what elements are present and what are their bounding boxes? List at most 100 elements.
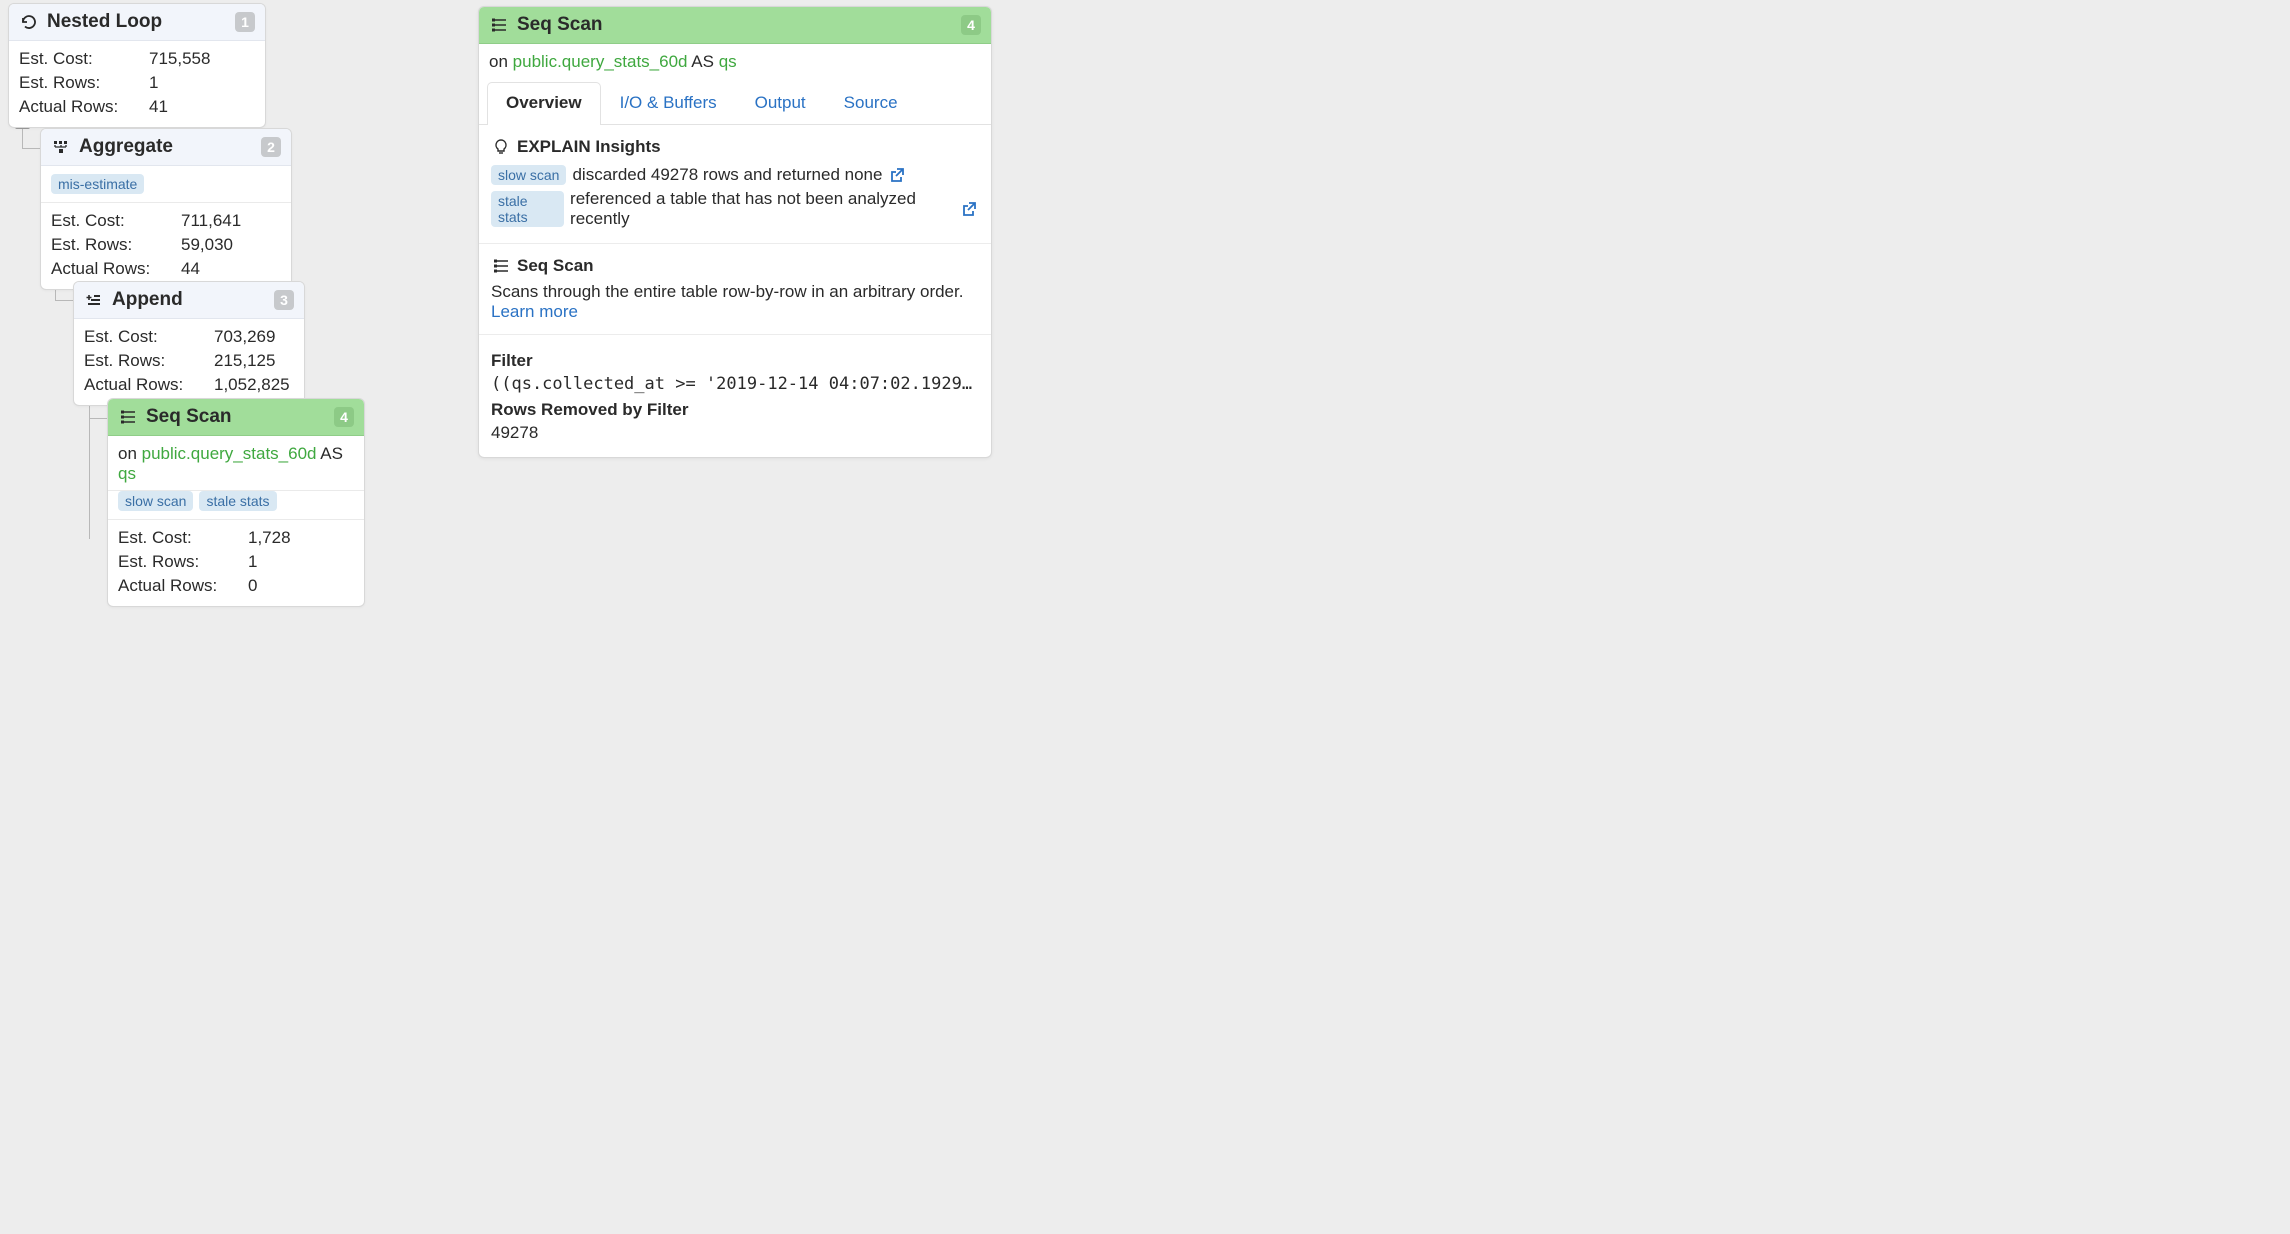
- stat-value: 215,125: [214, 351, 275, 371]
- stat-row: Actual Rows:0: [118, 574, 354, 598]
- insights-section: EXPLAIN Insights slow scan discarded 492…: [479, 125, 991, 244]
- stat-row: Est. Cost:715,558: [19, 47, 255, 71]
- tree-connector: [22, 148, 40, 149]
- stat-label: Est. Rows:: [84, 351, 214, 371]
- tab-source[interactable]: Source: [825, 82, 917, 125]
- insight-tag[interactable]: stale stats: [491, 191, 564, 227]
- stat-value: 715,558: [149, 49, 210, 69]
- insight-line: stale stats referenced a table that has …: [491, 187, 979, 231]
- insight-tag[interactable]: slow scan: [491, 165, 566, 185]
- node-stats: Est. Cost:715,558Est. Rows:1Actual Rows:…: [9, 41, 265, 127]
- stat-label: Est. Rows:: [19, 73, 149, 93]
- detail-tabs: OverviewI/O & BuffersOutputSource: [479, 82, 991, 125]
- insight-text: discarded 49278 rows and returned none: [572, 165, 882, 185]
- stat-value: 59,030: [181, 235, 233, 255]
- stat-value: 0: [248, 576, 257, 596]
- stat-value: 41: [149, 97, 168, 117]
- loop-icon: [19, 12, 39, 32]
- stat-value: 1,728: [248, 528, 291, 548]
- stat-value: 1,052,825: [214, 375, 290, 395]
- stat-label: Actual Rows:: [118, 576, 248, 596]
- stat-label: Est. Rows:: [51, 235, 181, 255]
- node-header: Nested Loop 1: [9, 4, 265, 41]
- stat-row: Actual Rows:41: [19, 95, 255, 119]
- tab-output[interactable]: Output: [736, 82, 825, 125]
- node-tags: mis-estimate: [41, 174, 291, 202]
- operation-heading: Seq Scan: [491, 256, 979, 276]
- insight-line: slow scan discarded 49278 rows and retur…: [491, 163, 979, 187]
- node-number: 1: [235, 12, 255, 32]
- node-title: Aggregate: [79, 136, 253, 158]
- field-label: Filter: [491, 351, 979, 371]
- bulb-icon: [491, 137, 511, 157]
- insights-heading: EXPLAIN Insights: [491, 137, 979, 157]
- external-link-icon[interactable]: [960, 199, 979, 219]
- stat-label: Est. Cost:: [19, 49, 149, 69]
- relation-name[interactable]: public.query_stats_60d: [513, 52, 688, 71]
- plan-node[interactable]: Seq Scan4on public.query_stats_60d AS qs…: [107, 398, 365, 607]
- node-tags: slow scan stale stats: [108, 491, 364, 519]
- insight-tag[interactable]: stale stats: [199, 491, 276, 511]
- tree-connector: [55, 300, 73, 301]
- stat-label: Est. Cost:: [118, 528, 248, 548]
- seqscan-icon: [489, 15, 509, 35]
- stat-value: 44: [181, 259, 200, 279]
- plan-node[interactable]: Aggregate 2 mis-estimate Est. Cost:711,641E…: [40, 128, 292, 290]
- tree-connector: [89, 399, 90, 539]
- seqscan-icon: [118, 407, 138, 427]
- detail-header: Seq Scan 4: [479, 7, 991, 44]
- stat-row: Est. Rows:1: [19, 71, 255, 95]
- node-detail-pane: Seq Scan 4 on public.query_stats_60d AS …: [478, 6, 992, 458]
- field-value: 49278: [491, 420, 979, 445]
- plan-node[interactable]: Nested Loop1Est. Cost:715,558Est. Rows:1…: [8, 3, 266, 128]
- relation-alias: qs: [719, 52, 737, 71]
- learn-more-link[interactable]: Learn more: [491, 302, 578, 321]
- stat-label: Actual Rows:: [51, 259, 181, 279]
- aggregate-icon: [51, 137, 71, 157]
- insight-tag[interactable]: mis-estimate: [51, 174, 144, 194]
- node-header: Seq Scan4: [108, 399, 364, 436]
- node-stats: Est. Cost:711,641Est. Rows:59,030Actual …: [41, 203, 291, 289]
- stat-row: Est. Cost:1,728: [118, 526, 354, 550]
- stat-label: Actual Rows:: [84, 375, 214, 395]
- tab-i-o-buffers[interactable]: I/O & Buffers: [601, 82, 736, 125]
- tree-connector: [22, 129, 23, 148]
- node-title: Nested Loop: [47, 11, 227, 33]
- insight-text: referenced a table that has not been ana…: [570, 189, 954, 229]
- field-label: Rows Removed by Filter: [491, 400, 979, 420]
- tree-connector: [89, 418, 107, 419]
- stat-label: Est. Cost:: [51, 211, 181, 231]
- stat-label: Est. Rows:: [118, 552, 248, 572]
- node-header: Aggregate 2: [41, 129, 291, 166]
- stat-row: Actual Rows:44: [51, 257, 281, 281]
- node-stats: Est. Cost:1,728Est. Rows:1Actual Rows:0: [108, 520, 364, 606]
- plan-node[interactable]: Append3Est. Cost:703,269Est. Rows:215,12…: [73, 281, 305, 406]
- stat-row: Actual Rows:1,052,825: [84, 373, 294, 397]
- stat-label: Actual Rows:: [19, 97, 149, 117]
- stat-value: 1: [149, 73, 158, 93]
- stat-row: Est. Rows:1: [118, 550, 354, 574]
- external-link-icon[interactable]: [888, 165, 908, 185]
- stat-value: 1: [248, 552, 257, 572]
- node-number: 2: [261, 137, 281, 157]
- detail-card: Seq Scan 4 on public.query_stats_60d AS …: [478, 6, 992, 458]
- node-title: Append: [112, 289, 266, 311]
- relation-name[interactable]: public.query_stats_60d: [142, 444, 317, 463]
- field-value: ((qs.collected_at >= '2019-12-14 04:07:0…: [491, 371, 979, 396]
- stat-row: Est. Rows:59,030: [51, 233, 281, 257]
- detail-node-number: 4: [961, 15, 981, 35]
- insight-tag[interactable]: slow scan: [118, 491, 193, 511]
- node-title: Seq Scan: [146, 406, 326, 428]
- stat-row: Est. Rows:215,125: [84, 349, 294, 373]
- stat-value: 711,641: [181, 211, 241, 231]
- stat-row: Est. Cost:711,641: [51, 209, 281, 233]
- node-header: Append 3: [74, 282, 304, 319]
- detail-subtitle: on public.query_stats_60d AS qs: [479, 44, 991, 82]
- tab-overview[interactable]: Overview: [487, 82, 601, 125]
- operation-description: Scans through the entire table row-by-ro…: [491, 282, 979, 322]
- seqscan-icon: [491, 256, 511, 276]
- operation-section: Seq Scan Scans through the entire table …: [479, 244, 991, 335]
- stat-value: 703,269: [214, 327, 275, 347]
- node-subtitle: on public.query_stats_60d AS qs: [108, 436, 364, 491]
- node-number: 3: [274, 290, 294, 310]
